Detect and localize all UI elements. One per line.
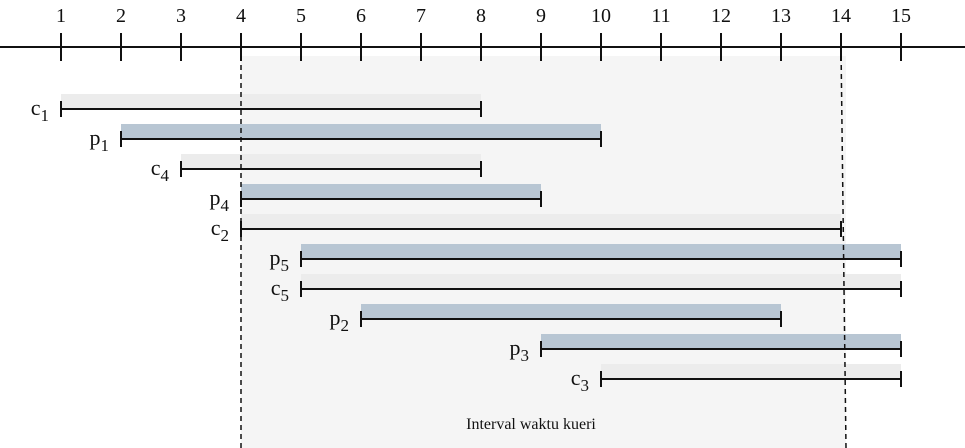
interval-fill-p1 bbox=[121, 124, 601, 139]
interval-label-p5: p5 bbox=[270, 245, 290, 275]
axis-tick-label-11: 11 bbox=[651, 5, 670, 27]
axis-tick-label-6: 6 bbox=[356, 5, 366, 27]
interval-c3: c3 bbox=[571, 364, 902, 395]
interval-label-c5: c5 bbox=[271, 275, 289, 305]
axis-tick-label-10: 10 bbox=[591, 5, 611, 27]
interval-p5: p5 bbox=[270, 244, 902, 275]
interval-fill-p4 bbox=[241, 184, 541, 199]
interval-label-p2: p2 bbox=[330, 305, 350, 335]
axis-tick-label-4: 4 bbox=[236, 5, 246, 27]
axis-tick-label-12: 12 bbox=[711, 5, 731, 27]
interval-label-p3: p3 bbox=[510, 335, 530, 365]
axis-tick-label-13: 13 bbox=[771, 5, 791, 27]
interval-c1: c1 bbox=[31, 94, 482, 125]
interval-fill-c2 bbox=[241, 214, 841, 229]
interval-c4: c4 bbox=[151, 154, 482, 185]
interval-c5: c5 bbox=[271, 274, 902, 305]
axis-tick-label-5: 5 bbox=[296, 5, 306, 27]
interval-label-c1: c1 bbox=[31, 95, 49, 125]
interval-fill-c4 bbox=[181, 154, 481, 169]
interval-fill-c3 bbox=[601, 364, 901, 379]
interval-label-c4: c4 bbox=[151, 155, 170, 185]
axis-tick-label-14: 14 bbox=[831, 5, 851, 27]
interval-label-c3: c3 bbox=[571, 365, 589, 395]
axis-tick-label-1: 1 bbox=[56, 5, 66, 27]
interval-label-c2: c2 bbox=[211, 215, 229, 245]
interval-fill-p2 bbox=[361, 304, 781, 319]
interval-label-p1: p1 bbox=[90, 125, 110, 155]
axis-tick-label-2: 2 bbox=[116, 5, 126, 27]
axis-tick-label-9: 9 bbox=[536, 5, 546, 27]
axis-tick-label-15: 15 bbox=[891, 5, 911, 27]
axis-tick-label-3: 3 bbox=[176, 5, 186, 27]
interval-fill-c1 bbox=[61, 94, 481, 109]
interval-c2: c2 bbox=[211, 214, 842, 245]
axis-tick-label-8: 8 bbox=[476, 5, 486, 27]
query-end-dashed-line bbox=[840, 46, 847, 448]
interval-fill-c5 bbox=[301, 274, 901, 289]
interval-fill-p5 bbox=[301, 244, 901, 259]
axis-ticks: 1 2 3 4 5 6 7 8 9 10 11 12 13 14 15 bbox=[56, 5, 911, 61]
interval-fill-p3 bbox=[541, 334, 901, 349]
axis-tick-label-7: 7 bbox=[416, 5, 426, 27]
interval-p3: p3 bbox=[510, 334, 902, 365]
interval-p2: p2 bbox=[330, 304, 782, 335]
interval-label-p4: p4 bbox=[210, 185, 230, 215]
query-interval-label: Interval waktu kueri bbox=[466, 416, 596, 433]
interval-p1: p1 bbox=[90, 124, 602, 155]
